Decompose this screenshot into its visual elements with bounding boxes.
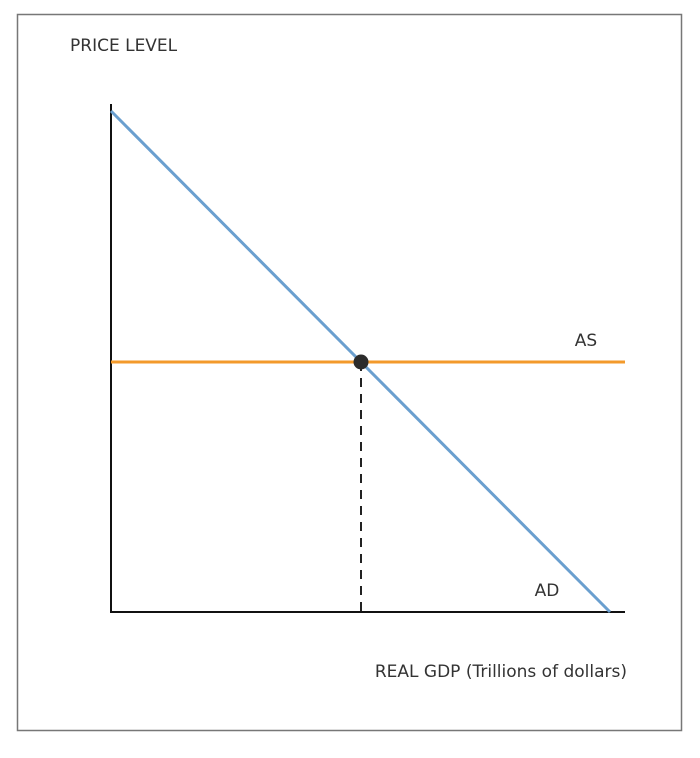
frame [16, 13, 683, 732]
as-label: AS [575, 331, 597, 351]
y-axis-label: PRICE LEVEL [70, 36, 178, 56]
x-axis-label: REAL GDP (Trillions of dollars) [375, 662, 627, 682]
equilibrium-point [353, 354, 369, 370]
ad-label: AD [535, 581, 560, 601]
